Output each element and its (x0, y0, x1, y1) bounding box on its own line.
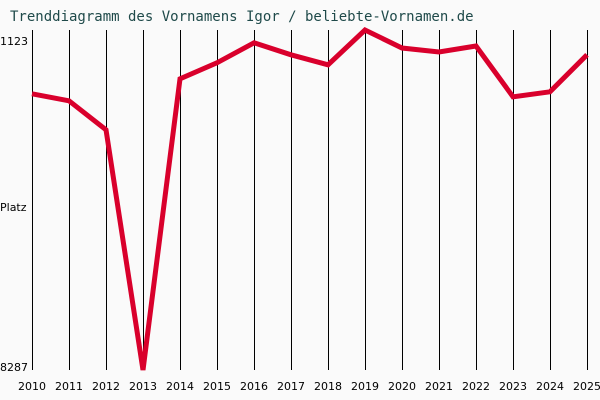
x-axis-tick-label: 2011 (55, 380, 83, 393)
x-axis-tick-label: 2015 (203, 380, 231, 393)
x-axis-tick-label: 2019 (351, 380, 379, 393)
x-axis-tick-label: 2020 (388, 380, 416, 393)
x-axis-tick-label: 2018 (314, 380, 342, 393)
y-axis-top-label: 1123 (0, 35, 28, 48)
x-axis-tick-label: 2024 (536, 380, 564, 393)
y-axis-label: Platz (0, 201, 27, 214)
x-axis-tick-label: 2013 (129, 380, 157, 393)
y-axis-bottom-label: 8287 (0, 361, 28, 374)
x-axis-tick-label: 2014 (166, 380, 194, 393)
chart-title: Trenddiagramm des Vornamens Igor / belie… (10, 9, 474, 25)
x-axis-tick-label: 2017 (277, 380, 305, 393)
series-line-igor (31, 26, 589, 371)
x-axis-tick-label: 2025 (573, 380, 600, 393)
x-axis-tick-label: 2012 (92, 380, 120, 393)
x-axis-tick-label: 2010 (18, 380, 46, 393)
x-axis-tick-label: 2023 (499, 380, 527, 393)
x-axis-tick-label: 2016 (240, 380, 268, 393)
x-axis-tick-label: 2022 (462, 380, 490, 393)
x-axis-tick-label: 2021 (425, 380, 453, 393)
